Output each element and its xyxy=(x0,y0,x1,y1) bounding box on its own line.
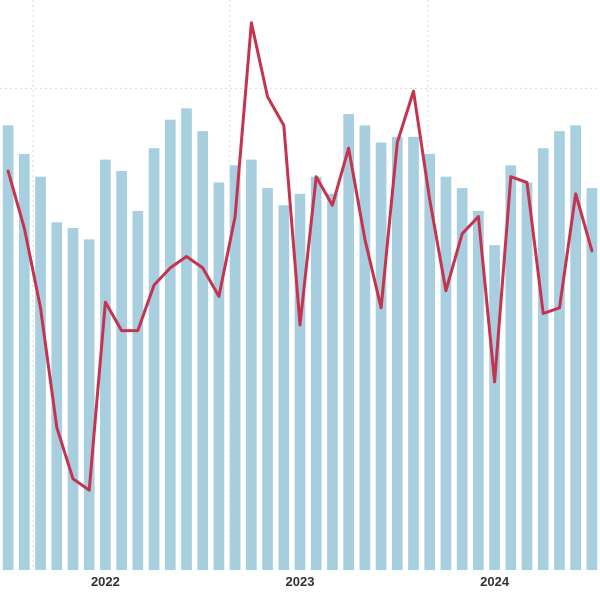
bar xyxy=(35,176,46,570)
bar xyxy=(456,188,468,570)
bar xyxy=(310,176,322,570)
bar xyxy=(294,193,306,571)
bar xyxy=(67,228,79,570)
bar xyxy=(278,205,290,570)
x-axis-label: 2022 xyxy=(91,574,120,589)
bar xyxy=(2,125,14,571)
bar xyxy=(229,165,241,571)
bar xyxy=(148,148,160,570)
bar xyxy=(327,193,338,571)
bar xyxy=(537,148,549,570)
bar xyxy=(570,125,582,571)
line-series xyxy=(6,21,594,492)
bar xyxy=(473,210,484,570)
bar xyxy=(586,188,598,570)
bar xyxy=(505,165,517,571)
bar xyxy=(132,210,144,570)
bar xyxy=(18,153,30,570)
bar xyxy=(343,114,354,570)
bar xyxy=(489,245,500,570)
bar xyxy=(246,159,257,570)
bar xyxy=(164,119,176,570)
bar xyxy=(262,188,273,570)
bar xyxy=(554,131,565,570)
bar xyxy=(197,131,209,570)
bar xyxy=(181,108,192,571)
bar xyxy=(116,171,127,570)
bar xyxy=(51,222,63,571)
bar xyxy=(521,182,533,570)
x-axis-label: 2024 xyxy=(480,574,510,589)
bar xyxy=(408,136,419,571)
bar xyxy=(359,125,371,571)
bar xyxy=(83,239,95,570)
bar xyxy=(424,153,436,570)
bar xyxy=(213,182,225,570)
bar xyxy=(100,159,111,570)
bar xyxy=(375,142,387,570)
bar xyxy=(440,176,452,570)
x-axis-label: 2023 xyxy=(286,574,315,589)
bar xyxy=(391,136,403,571)
